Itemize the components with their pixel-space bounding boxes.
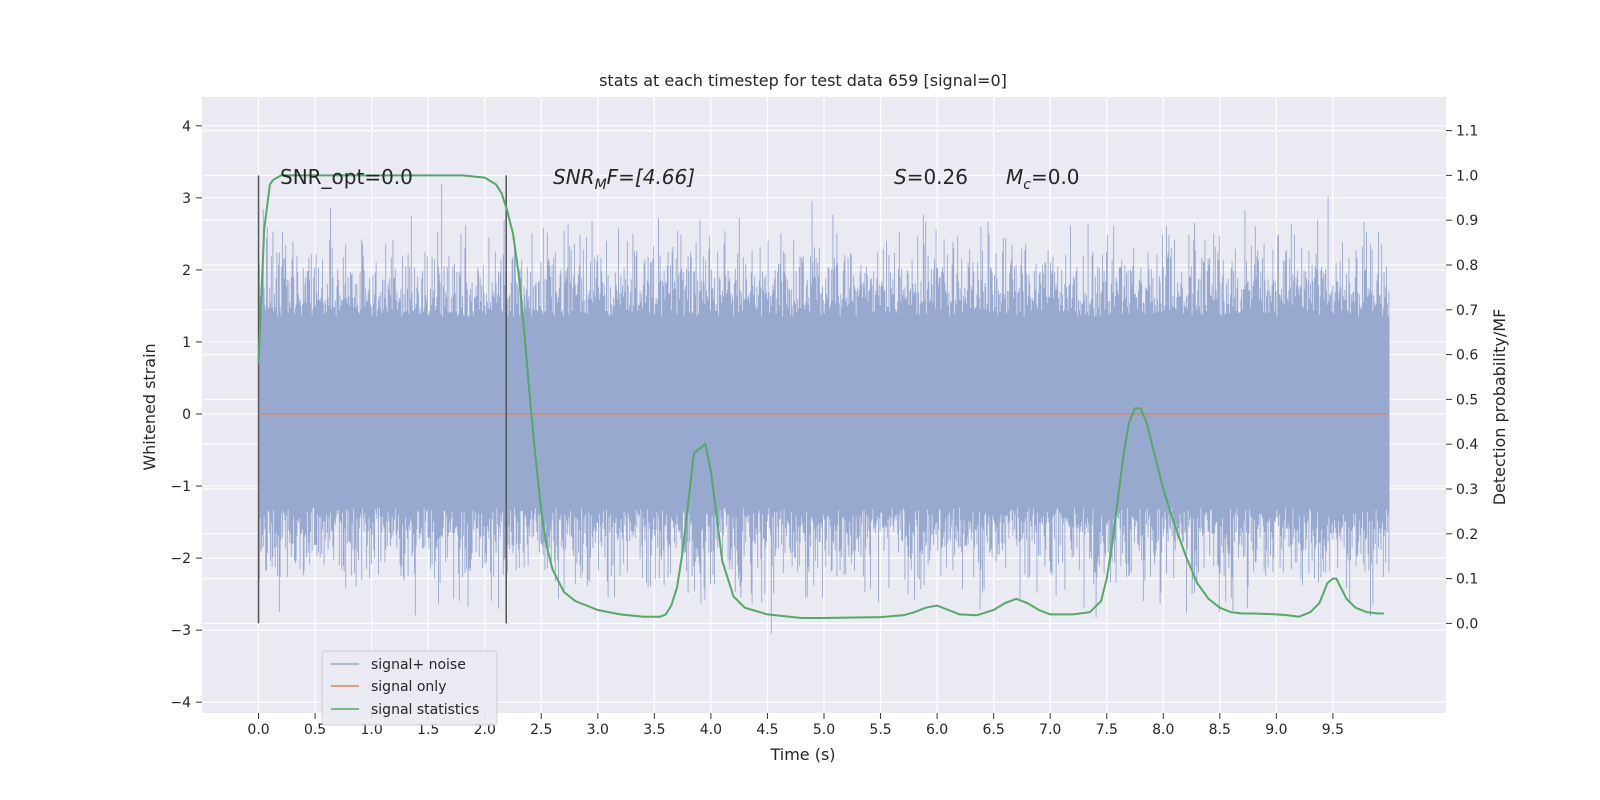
x-tick-label: 9.5 bbox=[1322, 722, 1344, 738]
y-axis-right-label: Detection probability/MF bbox=[1490, 309, 1509, 506]
x-tick-label: 0.5 bbox=[304, 722, 326, 738]
vertical-markers bbox=[257, 175, 507, 624]
x-tick-label: 0.0 bbox=[247, 722, 269, 738]
s-prefix: S bbox=[894, 165, 907, 189]
snr-mf-sub: M bbox=[595, 177, 607, 193]
y-left-tick-label: 4 bbox=[182, 119, 191, 135]
mc-sub: c bbox=[1023, 177, 1031, 193]
x-tick-label: 1.0 bbox=[361, 722, 383, 738]
x-axis-ticks: 0.0 0.5 1.0 1.5 2.0 2.5 3.0 3.5 4.0 4.5 5.0 5.5 6.0 6… bbox=[247, 713, 1344, 738]
annotation-s: S=0.26 bbox=[894, 165, 968, 189]
x-tick-label: 2.0 bbox=[474, 722, 496, 738]
y-right-tick-label: 0.3 bbox=[1456, 482, 1478, 498]
y-right-tick-label: 0.1 bbox=[1456, 572, 1478, 588]
x-tick-label: 4.5 bbox=[756, 722, 778, 738]
y-left-tick-label: −4 bbox=[170, 695, 191, 711]
signal-statistics-line bbox=[257, 174, 1384, 619]
s-suffix: =0.26 bbox=[907, 165, 968, 189]
legend-box bbox=[321, 650, 498, 726]
series-signal-noise bbox=[258, 184, 1390, 635]
x-tick-label: 2.5 bbox=[530, 722, 552, 738]
y-right-tick-label: 1.1 bbox=[1456, 124, 1478, 140]
mc-prefix: M bbox=[1006, 165, 1023, 189]
x-tick-label: 3.0 bbox=[587, 722, 609, 738]
annotation-mc: Mc=0.0 bbox=[1006, 165, 1080, 193]
y-left-tick-label: 3 bbox=[182, 191, 191, 207]
x-tick-label: 6.0 bbox=[926, 722, 948, 738]
y-right-tick-label: 1.0 bbox=[1456, 168, 1478, 184]
y-left-tick-label: −3 bbox=[170, 623, 191, 639]
x-tick-label: 9.0 bbox=[1265, 722, 1287, 738]
y-left-tick-label: 0 bbox=[182, 407, 191, 423]
legend-label-statistics: signal statistics bbox=[371, 702, 479, 718]
x-tick-label: 6.5 bbox=[983, 722, 1005, 738]
y-left-tick-label: −2 bbox=[170, 551, 191, 567]
series-signal-statistics bbox=[257, 174, 1384, 619]
y-right-tick-label: 0.6 bbox=[1456, 348, 1478, 364]
x-tick-label: 1.5 bbox=[417, 722, 439, 738]
y-axis-left-label: Whitened strain bbox=[140, 343, 159, 470]
x-tick-label: 3.5 bbox=[643, 722, 665, 738]
x-tick-label: 7.5 bbox=[1096, 722, 1118, 738]
snr-mf-suffix: F=[4.66] bbox=[607, 165, 695, 189]
legend-label-noise: signal+ noise bbox=[371, 657, 466, 673]
x-tick-label: 8.5 bbox=[1209, 722, 1231, 738]
y-right-tick-label: 0.7 bbox=[1456, 303, 1478, 319]
y-left-tick-label: −1 bbox=[170, 479, 191, 495]
x-tick-label: 5.5 bbox=[869, 722, 891, 738]
y-axis-left-ticks: 4 3 2 1 0 −1 −2 −3 −4 bbox=[170, 119, 202, 711]
y-left-tick-label: 1 bbox=[182, 335, 191, 351]
x-tick-label: 7.0 bbox=[1039, 722, 1061, 738]
x-tick-label: 8.0 bbox=[1152, 722, 1174, 738]
annotation-snr-opt: SNR_opt=0.0 bbox=[280, 165, 413, 189]
x-tick-label: 5.0 bbox=[813, 722, 835, 738]
y-left-tick-label: 2 bbox=[182, 263, 191, 279]
y-right-tick-label: 0.5 bbox=[1456, 392, 1478, 408]
mc-suffix: =0.0 bbox=[1031, 165, 1080, 189]
legend-label-signal-only: signal only bbox=[371, 679, 446, 695]
x-tick-label: 4.0 bbox=[700, 722, 722, 738]
x-axis-label: Time (s) bbox=[769, 745, 835, 764]
y-right-tick-label: 0.0 bbox=[1456, 616, 1478, 632]
y-right-tick-label: 0.4 bbox=[1456, 437, 1478, 453]
y-right-tick-label: 0.8 bbox=[1456, 258, 1478, 274]
annotation-snr-mf: SNRMF=[4.66] bbox=[553, 165, 695, 193]
y-right-tick-label: 0.2 bbox=[1456, 527, 1478, 543]
snr-mf-prefix: SNR bbox=[553, 165, 595, 189]
y-right-tick-label: 0.9 bbox=[1456, 213, 1478, 229]
y-axis-right-ticks: 1.1 1.0 0.9 0.8 0.7 0.6 0.5 0.4 0.3 0.2 0.1 0.0 bbox=[1446, 124, 1478, 632]
chart-title: stats at each timestep for test data 659… bbox=[599, 71, 1007, 90]
legend: signal+ noise signal only signal statist… bbox=[321, 650, 498, 726]
